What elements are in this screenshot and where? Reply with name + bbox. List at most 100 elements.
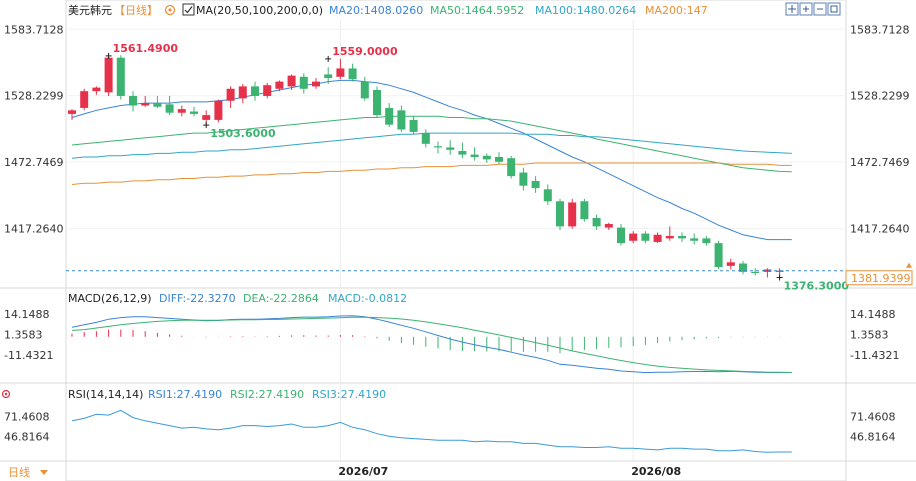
candle: [312, 78, 320, 89]
candlestick-series: [68, 55, 784, 278]
y-tick-left: 1583.7128: [4, 23, 64, 36]
candle: [580, 198, 589, 222]
candle-body: [238, 86, 247, 99]
rsi-settings-icon[interactable]: [1, 389, 11, 399]
dropdown-icon[interactable]: [40, 470, 48, 475]
ma20-line: [71, 79, 792, 241]
candle: [275, 80, 284, 92]
candle-body: [360, 81, 369, 99]
candle: [653, 232, 662, 244]
candle: [190, 106, 198, 117]
candle-body: [739, 263, 747, 272]
candle-body: [385, 107, 394, 125]
zoom-out-icon[interactable]: [813, 2, 827, 16]
candle: [458, 142, 467, 159]
candle-body: [275, 81, 284, 89]
candle-body: [678, 235, 686, 239]
candle: [336, 58, 345, 80]
candle: [531, 176, 540, 193]
candle-body: [568, 202, 577, 227]
period-selector[interactable]: 日线: [8, 465, 48, 479]
candle: [470, 147, 479, 161]
candle-body: [714, 243, 723, 268]
candle: [482, 153, 491, 163]
candle-body: [80, 91, 89, 108]
period-button[interactable]: 日线: [8, 465, 30, 479]
candle: [373, 86, 381, 118]
candle-body: [690, 238, 699, 241]
candle: [92, 86, 101, 95]
y-tick-left: 1472.7469: [4, 156, 64, 169]
candle: [629, 231, 638, 244]
candle: [751, 268, 760, 276]
candle-body: [129, 95, 137, 106]
candle: [348, 63, 357, 82]
checkbox-icon[interactable]: [182, 3, 195, 16]
candle-body: [299, 76, 308, 89]
candle: [129, 91, 137, 112]
macd-legend: MACD(26,12,9) DIFF:-22.3270 DEA:-22.2864…: [68, 292, 407, 305]
candle: [726, 258, 735, 270]
candle: [104, 55, 113, 96]
macd-axis-labels: 14.1488 14.1488 1.3583 1.3583 -11.4321 -11.43…: [4, 308, 899, 362]
y-tick-left: 14.1488: [4, 308, 50, 321]
period-tag[interactable]: 【日线】: [114, 3, 158, 17]
candle: [299, 73, 308, 94]
zoom-in-icon[interactable]: [799, 2, 813, 16]
candle-body: [604, 224, 613, 228]
rsi-path: [71, 409, 792, 453]
candle: [324, 67, 333, 84]
rsi2-legend: RSI2:27.4190: [230, 388, 304, 401]
ma100-legend: MA100:1480.0264: [535, 4, 636, 17]
candle-body: [141, 103, 150, 106]
candle-body: [214, 100, 223, 120]
candle: [263, 82, 272, 99]
y-tick-left: -11.4321: [4, 349, 53, 362]
y-tick-right: 46.8164: [850, 430, 896, 443]
restore-icon[interactable]: [827, 2, 841, 16]
price-annotations: 1561.4900 1559.0000 1503.6000 1376.3000: [105, 42, 849, 293]
candle-body: [763, 269, 772, 272]
x-date-label: 2026/08: [631, 465, 681, 478]
symbol-label: 美元韩元: [68, 3, 112, 17]
candle: [678, 232, 686, 242]
marker-cross-icon: [105, 52, 112, 59]
ma100-line: [71, 132, 792, 159]
rsi-line: [71, 409, 792, 453]
gear-icon[interactable]: [164, 4, 176, 16]
x-date-label: 2026/07: [338, 465, 388, 478]
candle-body: [373, 89, 381, 116]
candle-body: [104, 57, 113, 93]
candle: [690, 233, 699, 245]
candle-body: [165, 104, 174, 113]
candle: [397, 105, 406, 132]
candle-body: [202, 115, 211, 120]
candle-body: [116, 57, 125, 96]
crosshair-icon[interactable]: [785, 2, 799, 16]
candle: [495, 152, 503, 165]
marker-cross-icon: [776, 274, 783, 281]
candle: [226, 86, 235, 108]
candle: [287, 74, 296, 90]
y-tick-right: 1417.2640: [850, 222, 910, 235]
current-price-arrow-icon: [906, 262, 912, 268]
extreme-marker: 1559.0000: [325, 45, 398, 62]
candle-body: [519, 172, 528, 186]
candle: [568, 198, 577, 229]
candle-body: [617, 227, 625, 244]
extreme-label: 1561.4900: [113, 42, 179, 55]
candle: [80, 88, 89, 111]
ma-params: MA(20,50,100,200,0,0): [196, 4, 323, 17]
candle: [434, 141, 442, 154]
candle-body: [458, 151, 467, 155]
y-tick-left: 1.3583: [4, 329, 43, 342]
candle: [446, 140, 455, 155]
chart-toolbar: [785, 2, 841, 16]
extreme-marker: 1561.4900: [105, 42, 179, 59]
marker-cross-icon: [203, 122, 210, 129]
y-tick-right: 1528.2299: [850, 90, 910, 103]
candle: [604, 222, 613, 230]
candle: [702, 235, 711, 246]
